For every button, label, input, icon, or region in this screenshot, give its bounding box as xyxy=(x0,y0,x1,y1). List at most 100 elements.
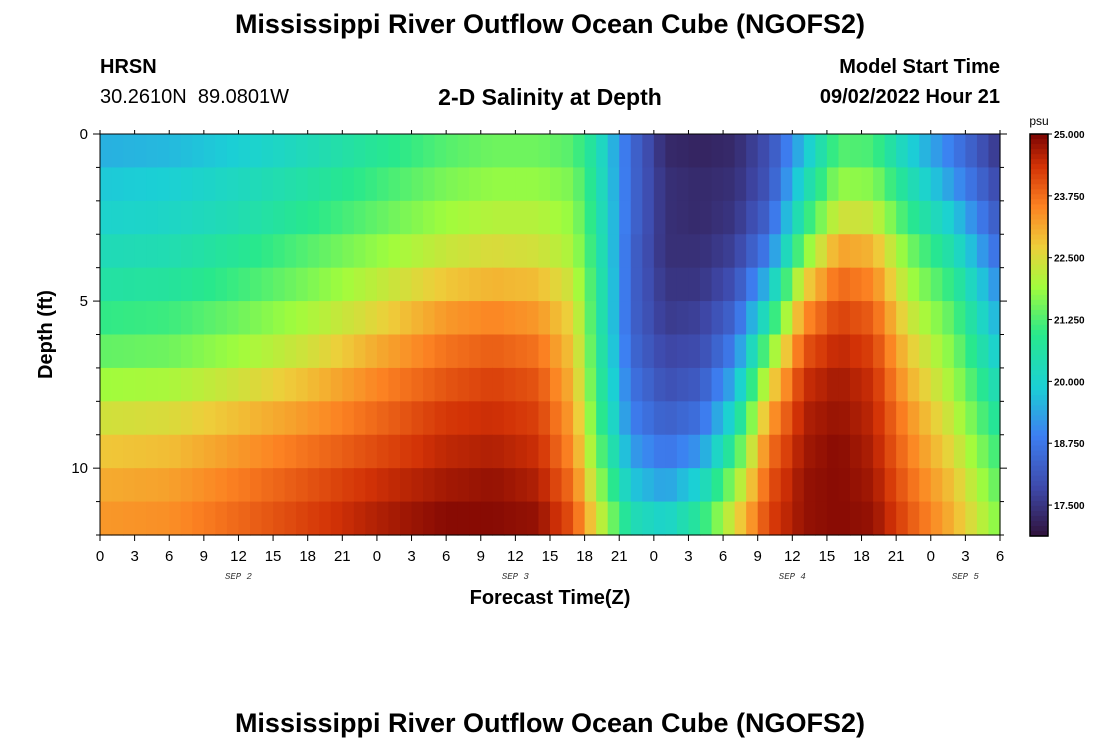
heatmap-cell xyxy=(711,434,724,469)
heatmap-cell xyxy=(480,468,493,503)
heatmap-cell xyxy=(307,434,320,469)
heatmap-cell xyxy=(884,267,897,302)
heatmap-cell xyxy=(296,401,309,436)
heatmap-cell xyxy=(169,267,182,302)
heatmap-cell xyxy=(376,267,390,302)
heatmap-cell xyxy=(515,167,528,202)
heatmap-cell xyxy=(884,501,897,536)
heatmap-cell xyxy=(734,367,747,402)
heatmap-cell xyxy=(850,367,863,402)
heatmap-cell xyxy=(203,434,216,469)
heatmap-cell xyxy=(365,234,378,269)
heatmap-cell xyxy=(676,167,690,202)
colorbar-segment xyxy=(1030,239,1048,246)
heatmap-cell xyxy=(203,501,216,536)
heatmap-cell xyxy=(180,167,193,202)
heatmap-cell xyxy=(988,167,1001,202)
heatmap-cell xyxy=(815,167,828,202)
heatmap-cell xyxy=(953,200,966,235)
heatmap-cell xyxy=(734,434,747,469)
heatmap-cell xyxy=(157,200,170,235)
heatmap-cell xyxy=(192,200,205,235)
heatmap-cell xyxy=(307,367,320,402)
heatmap-cell xyxy=(192,367,205,402)
heatmap-cell xyxy=(930,134,943,169)
heatmap-cell xyxy=(434,468,447,503)
heatmap-cell xyxy=(169,434,182,469)
heatmap-cell xyxy=(873,401,886,436)
heatmap-cell xyxy=(642,200,655,235)
heatmap-cell xyxy=(653,267,666,302)
heatmap-cell xyxy=(826,434,840,469)
heatmap-cell xyxy=(238,200,251,235)
heatmap-cell xyxy=(596,200,609,235)
heatmap-cell xyxy=(665,501,678,536)
x-date-label: SEP 5 xyxy=(952,572,980,582)
heatmap-cell xyxy=(930,301,943,336)
heatmap-cell xyxy=(665,134,678,169)
heatmap-cell xyxy=(123,367,136,402)
heatmap-cell xyxy=(284,134,297,169)
heatmap-cell xyxy=(550,334,563,369)
heatmap-cell xyxy=(734,267,747,302)
heatmap-cell xyxy=(826,367,840,402)
heatmap-cell xyxy=(215,134,228,169)
heatmap-cell xyxy=(803,134,816,169)
heatmap-cell xyxy=(919,267,932,302)
heatmap-cell xyxy=(503,134,516,169)
heatmap-cell xyxy=(803,501,816,536)
heatmap-cell xyxy=(815,334,828,369)
heatmap-cell xyxy=(423,234,436,269)
heatmap-cell xyxy=(584,367,597,402)
heatmap-cell xyxy=(203,267,216,302)
heatmap-cell xyxy=(492,434,505,469)
heatmap-cell xyxy=(538,434,551,469)
heatmap-cell xyxy=(111,434,124,469)
heatmap-cell xyxy=(792,468,805,503)
colorbar-segment xyxy=(1030,510,1048,517)
heatmap-cell xyxy=(226,167,240,202)
heatmap-cell xyxy=(400,234,413,269)
heatmap-cell xyxy=(123,134,136,169)
heatmap-cell xyxy=(919,334,932,369)
heatmap-cell xyxy=(780,234,793,269)
heatmap-cell xyxy=(884,134,897,169)
heatmap-cell xyxy=(757,134,770,169)
heatmap-cell xyxy=(619,200,632,235)
heatmap-cell xyxy=(688,234,701,269)
heatmap-cell xyxy=(284,234,297,269)
heatmap-cell xyxy=(584,434,597,469)
heatmap-cell xyxy=(376,334,390,369)
heatmap-cell xyxy=(446,134,459,169)
heatmap-cell xyxy=(896,334,909,369)
x-tick-label: 3 xyxy=(407,548,415,565)
heatmap-cell xyxy=(573,501,586,536)
heatmap-cell xyxy=(826,267,840,302)
heatmap-cell xyxy=(723,234,736,269)
heatmap-cell xyxy=(538,167,551,202)
heatmap-cell xyxy=(953,134,966,169)
heatmap-cell xyxy=(711,234,724,269)
heatmap-cell xyxy=(907,367,920,402)
heatmap-cell xyxy=(526,401,540,436)
heatmap-cell xyxy=(376,167,390,202)
heatmap-cell xyxy=(769,167,782,202)
heatmap-cell xyxy=(515,434,528,469)
heatmap-cell xyxy=(215,367,228,402)
colorbar-segment xyxy=(1030,264,1048,271)
heatmap-cell xyxy=(780,468,793,503)
heatmap-cells xyxy=(100,134,1001,536)
colorbar-segment xyxy=(1030,365,1048,371)
heatmap-cell xyxy=(284,267,297,302)
heatmap-cell xyxy=(711,134,724,169)
heatmap-cell xyxy=(238,401,251,436)
heatmap-cell xyxy=(457,267,470,302)
heatmap-cell xyxy=(446,234,459,269)
heatmap-cell xyxy=(838,367,851,402)
colorbar-segment xyxy=(1030,515,1048,522)
heatmap-cell xyxy=(550,301,563,336)
heatmap-cell xyxy=(388,367,401,402)
colorbar-segment xyxy=(1030,164,1048,170)
heatmap-cell xyxy=(330,234,343,269)
heatmap-cell xyxy=(169,468,182,503)
